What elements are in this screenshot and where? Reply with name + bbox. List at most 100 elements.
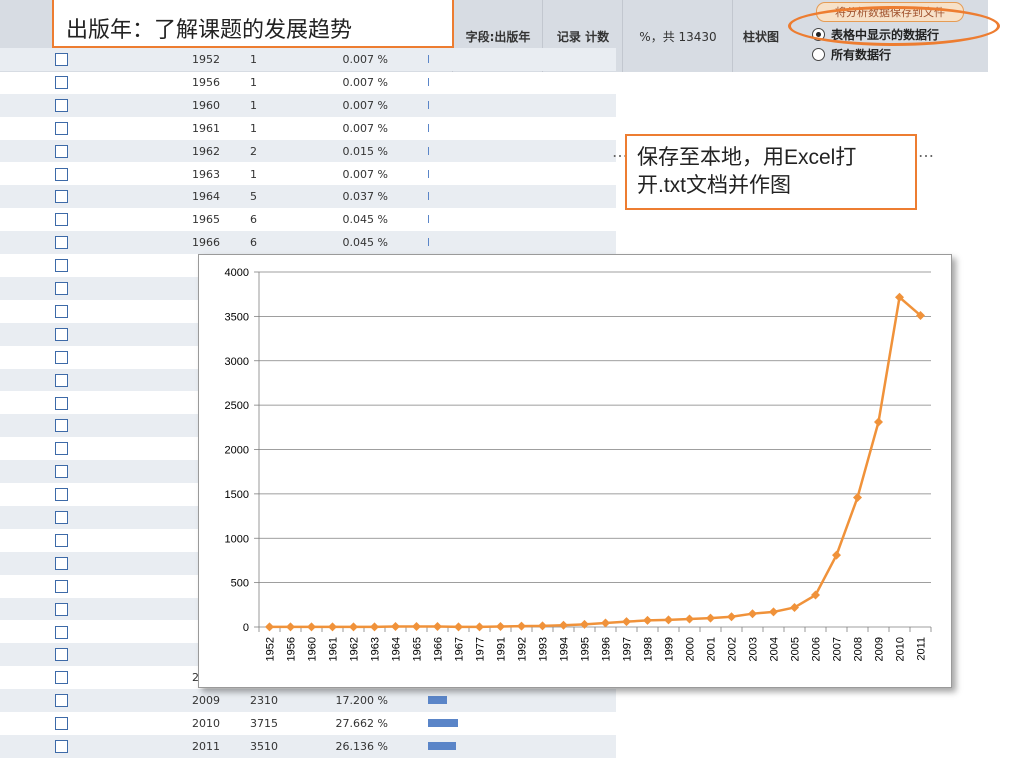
y-tick-label: 3000 xyxy=(225,356,249,368)
column-header-bar-chart[interactable]: 柱状图 xyxy=(732,0,789,72)
x-tick-label: 2005 xyxy=(790,637,802,661)
row-checkbox[interactable] xyxy=(55,442,68,456)
table-row: 1965 6 0.045 % xyxy=(0,208,616,231)
row-checkbox[interactable] xyxy=(55,236,68,250)
ellipsis-left: … xyxy=(612,142,628,161)
x-tick-label: 1960 xyxy=(307,637,319,661)
row-checkbox[interactable] xyxy=(55,121,68,135)
table-row: 1956 1 0.007 % xyxy=(0,71,616,94)
x-tick-label: 1994 xyxy=(559,637,571,661)
cell-year: 1960 xyxy=(192,98,220,112)
y-tick-label: 0 xyxy=(243,622,249,634)
row-checkbox[interactable] xyxy=(55,602,68,616)
radio-unchecked-icon[interactable] xyxy=(812,48,825,61)
data-point-marker xyxy=(895,292,904,302)
cell-year: 1956 xyxy=(192,75,220,89)
row-checkbox[interactable] xyxy=(55,740,68,753)
data-point-marker xyxy=(559,620,568,630)
table-row: 1963 1 0.007 % xyxy=(0,163,616,186)
row-checkbox[interactable] xyxy=(55,533,68,547)
cell-percent: 0.007 % xyxy=(342,167,388,181)
data-point-marker xyxy=(727,612,736,622)
x-tick-label: 2003 xyxy=(748,637,760,661)
row-checkbox[interactable] xyxy=(55,259,68,273)
data-point-marker xyxy=(916,310,925,320)
row-checkbox[interactable] xyxy=(55,350,68,364)
cell-year: 1952 xyxy=(192,53,220,66)
cell-bar xyxy=(428,192,429,201)
row-checkbox[interactable] xyxy=(55,671,68,685)
cell-count: 1 xyxy=(250,98,257,112)
row-checkbox[interactable] xyxy=(55,213,68,227)
cell-percent: 27.662 % xyxy=(335,717,388,731)
x-tick-label: 2004 xyxy=(769,637,781,661)
cell-bar xyxy=(428,100,429,109)
data-point-marker xyxy=(790,602,799,612)
row-checkbox[interactable] xyxy=(55,167,68,181)
row-checkbox[interactable] xyxy=(55,556,68,570)
data-point-marker xyxy=(832,550,841,560)
row-checkbox[interactable] xyxy=(55,304,68,318)
x-tick-label: 1956 xyxy=(286,637,298,661)
row-checkbox[interactable] xyxy=(55,465,68,479)
row-checkbox[interactable] xyxy=(55,625,68,639)
y-tick-label: 2500 xyxy=(225,400,249,412)
table-row: 1964 5 0.037 % xyxy=(0,185,616,209)
cell-year: 1966 xyxy=(192,236,220,250)
x-tick-label: 2011 xyxy=(916,637,928,661)
cell-count: 1 xyxy=(250,75,257,89)
row-checkbox[interactable] xyxy=(55,282,68,295)
row-checkbox[interactable] xyxy=(55,98,68,112)
row-checkbox[interactable] xyxy=(55,419,68,433)
data-point-marker xyxy=(601,618,610,628)
row-checkbox[interactable] xyxy=(55,648,68,662)
data-point-marker xyxy=(622,617,631,627)
x-tick-label: 1997 xyxy=(622,637,634,661)
row-checkbox[interactable] xyxy=(55,717,68,731)
row-checkbox[interactable] xyxy=(55,190,68,204)
data-point-marker xyxy=(580,619,589,629)
cell-percent: 0.007 % xyxy=(342,121,388,135)
y-tick-label: 2000 xyxy=(225,445,249,457)
radio-option-all-rows[interactable]: 所有数据行 xyxy=(812,46,891,63)
cell-year: 1963 xyxy=(192,167,220,181)
x-tick-label: 1966 xyxy=(433,637,445,661)
cell-count: 6 xyxy=(250,213,257,227)
y-tick-label: 4000 xyxy=(225,267,249,279)
cell-bar xyxy=(428,215,429,224)
x-tick-label: 1961 xyxy=(328,637,340,661)
data-point-marker xyxy=(643,615,652,625)
data-point-marker xyxy=(769,607,778,617)
column-header-percent[interactable]: %，共 13430 xyxy=(622,0,733,72)
row-checkbox[interactable] xyxy=(55,396,68,410)
row-checkbox[interactable] xyxy=(55,144,68,158)
x-tick-label: 1996 xyxy=(601,637,613,661)
row-checkbox[interactable] xyxy=(55,579,68,593)
data-point-marker xyxy=(496,622,505,632)
data-point-marker xyxy=(874,417,883,427)
data-point-marker xyxy=(748,609,757,619)
y-tick-label: 500 xyxy=(231,578,249,590)
title-callout: 出版年：了解课题的发展趋势 xyxy=(52,0,454,48)
cell-count: 2 xyxy=(250,144,257,158)
row-checkbox[interactable] xyxy=(55,327,68,341)
data-point-marker xyxy=(664,615,673,625)
row-checkbox[interactable] xyxy=(55,511,68,524)
row-checkbox[interactable] xyxy=(55,488,68,502)
x-tick-label: 1962 xyxy=(349,637,361,661)
row-checkbox[interactable] xyxy=(55,75,68,89)
row-checkbox[interactable] xyxy=(55,694,68,708)
table-row: 2011 3510 26.136 % xyxy=(0,735,616,758)
cell-percent: 0.045 % xyxy=(342,213,388,227)
cell-year: 2011 xyxy=(192,740,220,753)
data-point-marker xyxy=(370,622,379,632)
cell-count: 3715 xyxy=(250,717,278,731)
row-checkbox[interactable] xyxy=(55,53,68,66)
x-tick-label: 2000 xyxy=(685,637,697,661)
row-checkbox[interactable] xyxy=(55,373,68,387)
cell-bar xyxy=(428,77,429,86)
x-tick-label: 1963 xyxy=(370,637,382,661)
column-header-count[interactable]: 记录 计数 xyxy=(542,0,623,72)
cell-count: 6 xyxy=(250,236,257,250)
y-tick-label: 3500 xyxy=(225,311,249,323)
